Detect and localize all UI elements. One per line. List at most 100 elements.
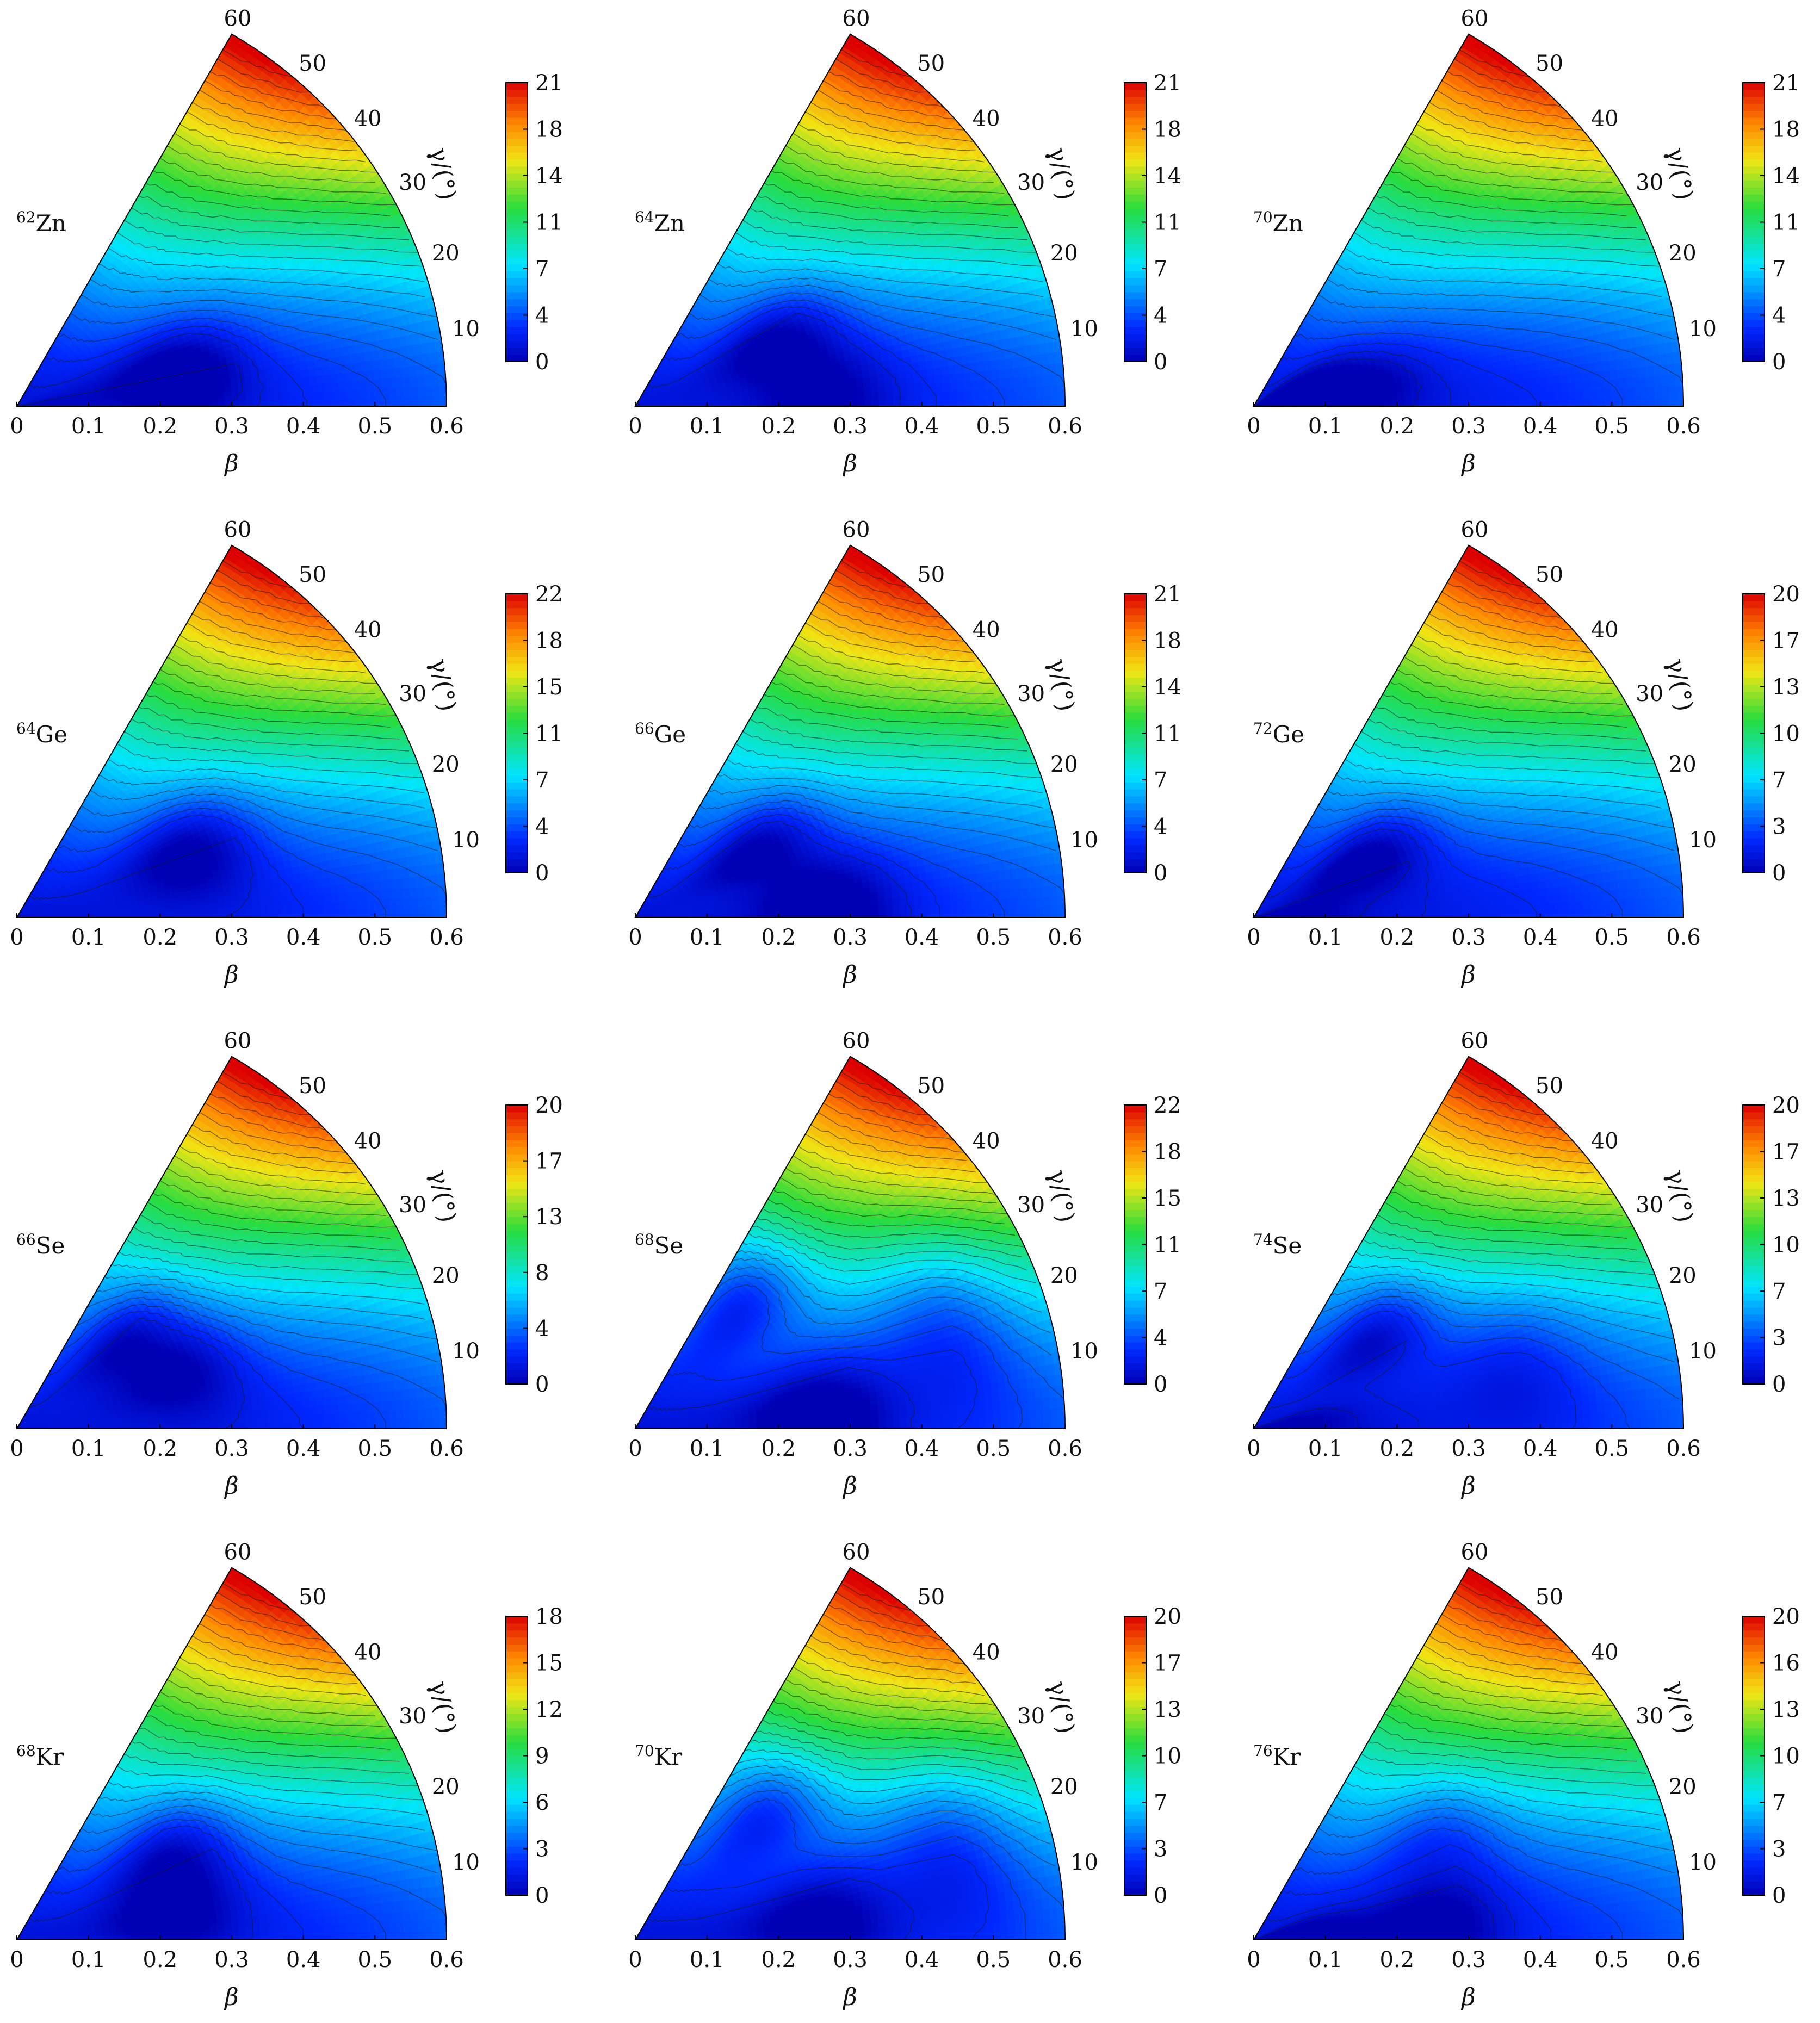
colorbar-segment	[506, 594, 528, 601]
colorbar-segment	[506, 1307, 528, 1315]
nucleus-mass: 68	[16, 1742, 36, 1760]
gamma-axis-label: γ/(°)	[425, 656, 461, 713]
x-tick-label: 0.3	[1451, 1436, 1486, 1461]
x-tick-label: 0	[10, 925, 23, 950]
colorbar-tick-label: 7	[1154, 257, 1167, 282]
gamma-tick-label: 50	[917, 1073, 945, 1099]
colorbar-segment	[1743, 1146, 1765, 1155]
gamma-tick-label: 30	[399, 1704, 426, 1729]
colorbar-segment	[1743, 600, 1765, 609]
heatmap-field	[1254, 1056, 1683, 1429]
colorbar-segment	[1124, 1286, 1146, 1294]
heatmap-field	[1254, 545, 1683, 918]
colorbar-segment	[1124, 1623, 1146, 1631]
gamma-tick-label: 50	[299, 51, 326, 76]
contour-lines	[1255, 1583, 1683, 1940]
colorbar-segment	[1743, 291, 1765, 300]
colorbar-segment	[506, 1825, 528, 1833]
colorbar-tick-label: 0	[1154, 1883, 1167, 1908]
colorbar-segment	[506, 320, 528, 327]
nucleus-mass: 64	[635, 208, 654, 226]
colorbar-segment	[1743, 1349, 1765, 1357]
colorbar-segment	[506, 1839, 528, 1847]
colorbar-segment	[1743, 1748, 1765, 1757]
gamma-tick-label: 20	[1669, 752, 1697, 777]
colorbar-segment	[1743, 1286, 1765, 1294]
gamma-axis-label: γ/(°)	[425, 1168, 461, 1225]
x-tick-label: 0.4	[1523, 925, 1558, 950]
nucleus-label: 70Zn	[1253, 208, 1303, 237]
x-tick-label: 0.4	[905, 1947, 939, 1972]
colorbar-segment	[1743, 803, 1765, 811]
colorbar-segment	[1124, 1251, 1146, 1259]
colorbar-tick-label: 0	[1772, 861, 1786, 886]
colorbar-segment	[1124, 1272, 1146, 1280]
gamma-tick-label: 30	[1017, 1193, 1045, 1218]
colorbar-segment	[506, 1714, 528, 1721]
colorbar-tick-label: 3	[535, 1837, 549, 1862]
colorbar-segment	[1743, 1356, 1765, 1364]
nucleus-label: 72Ge	[1253, 719, 1304, 748]
gamma-axis-label: γ/(°)	[1043, 145, 1080, 202]
colorbar-segment	[506, 1777, 528, 1784]
nucleus-symbol: Ge	[36, 721, 67, 748]
colorbar-segment	[1743, 173, 1765, 181]
colorbar-segment	[1124, 859, 1146, 866]
gamma-tick-label: 30	[1017, 170, 1045, 195]
colorbar-segment	[1124, 817, 1146, 824]
heatmap-field	[1254, 1567, 1683, 1940]
pes-panel-70Kr: 0 0.1 0.2 0.3 0.4 0.5 0.6β605040302010γ/(°)70K…	[628, 1540, 1181, 2011]
nucleus-label: 62Zn	[16, 208, 66, 237]
colorbar-segment	[1743, 594, 1765, 601]
x-tick-label: 0.2	[143, 1436, 178, 1461]
nucleus-symbol: Se	[36, 1232, 65, 1259]
sector-outline	[16, 1567, 448, 1940]
colorbar-segment	[1743, 1679, 1765, 1686]
colorbar-segment	[506, 284, 528, 293]
colorbar-segment	[1124, 1293, 1146, 1301]
colorbar-segment	[1743, 733, 1765, 741]
colorbar-segment	[1743, 1370, 1765, 1377]
colorbar-segment	[1124, 299, 1146, 306]
colorbar-segment	[506, 1300, 528, 1308]
colorbar-segment	[1743, 824, 1765, 831]
colorbar-segment	[506, 1672, 528, 1679]
colorbar-segment	[1743, 96, 1765, 104]
colorbar-segment	[1124, 83, 1146, 90]
x-tick-label: 0.2	[1380, 1947, 1415, 1972]
colorbar-tick-label: 7	[1772, 1790, 1786, 1815]
colorbar-segment	[1124, 768, 1146, 775]
colorbar-tick-label: 3	[1772, 1326, 1786, 1351]
colorbar-segment	[1743, 837, 1765, 846]
colorbar-segment	[506, 775, 528, 783]
colorbar-segment	[1124, 1630, 1146, 1637]
colorbar-segment	[1743, 83, 1765, 90]
colorbar-tick-label: 0	[1772, 350, 1786, 375]
colorbar-segment	[1124, 642, 1146, 650]
colorbar-segment	[1743, 635, 1765, 643]
colorbar-segment	[1743, 1790, 1765, 1798]
colorbar-tick-label: 11	[535, 722, 563, 747]
gamma-tick-label: 30	[1017, 1704, 1045, 1729]
colorbar-segment	[1743, 1763, 1765, 1770]
colorbar-tick-label: 17	[1154, 1651, 1181, 1676]
colorbar-segment	[1124, 712, 1146, 720]
colorbar: 20 17 13 10 7 3 0	[1124, 1604, 1181, 1908]
colorbar-tick-label: 16	[1772, 1651, 1800, 1676]
colorbar-segment	[1743, 1721, 1765, 1728]
colorbar-segment	[1124, 89, 1146, 97]
colorbar-segment	[1743, 754, 1765, 762]
colorbar-segment	[506, 684, 528, 692]
colorbar-segment	[1743, 326, 1765, 334]
gamma-tick-label: 20	[1050, 1774, 1078, 1799]
colorbar-segment	[1124, 796, 1146, 804]
colorbar-segment	[1743, 1665, 1765, 1673]
colorbar-segment	[1124, 1665, 1146, 1673]
colorbar-segment	[506, 1209, 528, 1217]
gamma-tick-label: 40	[1591, 1640, 1619, 1665]
colorbar-tick-label: 0	[535, 1883, 549, 1908]
colorbar-segment	[1743, 1188, 1765, 1196]
colorbar-segment	[1743, 1119, 1765, 1126]
colorbar-segment	[506, 271, 528, 278]
colorbar-segment	[1124, 340, 1146, 348]
